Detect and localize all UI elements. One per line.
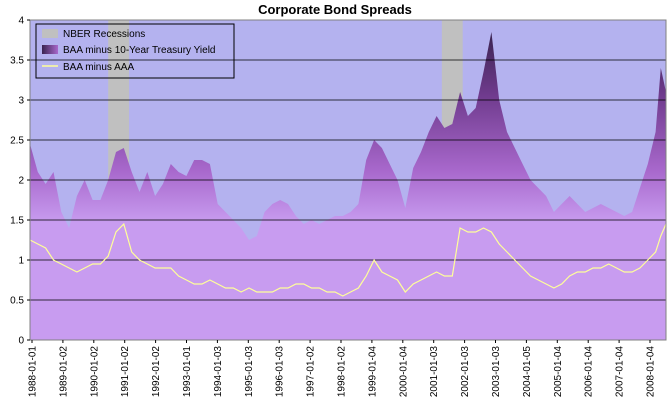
x-tick-label-5: 1993-01-01 xyxy=(182,346,193,398)
x-tick-label-14: 2002-01-03 xyxy=(460,346,471,398)
y-tick-label-1: 0.5 xyxy=(10,296,24,307)
legend-swatch-baa-treasury xyxy=(42,45,58,54)
baa-treasury-area-layer xyxy=(30,32,666,340)
x-tick-label-7: 1995-01-03 xyxy=(244,346,255,398)
gridlines xyxy=(30,59,666,301)
y-tick-label-2: 1 xyxy=(18,256,24,267)
x-tick-label-3: 1991-01-02 xyxy=(120,346,131,398)
x-tick-label-0: 1988-01-01 xyxy=(28,346,39,398)
legend-label-baa-treasury: BAA minus 10-Year Treasury Yield xyxy=(63,45,216,56)
y-tick-label-4: 2 xyxy=(18,176,24,187)
x-tick-label-16: 2004-01-05 xyxy=(522,346,533,398)
legend-label-recession: NBER Recessions xyxy=(63,29,145,40)
y-tick-label-5: 2.5 xyxy=(10,136,24,147)
x-tick-label-13: 2001-01-03 xyxy=(429,346,440,398)
legend-swatch-recession xyxy=(42,29,58,38)
y-tick-label-0: 0 xyxy=(18,336,24,347)
y-tick-label-6: 3 xyxy=(18,96,24,107)
x-tick-label-19: 2007-01-04 xyxy=(615,346,626,398)
x-tick-label-2: 1990-01-02 xyxy=(89,346,100,398)
x-tick-label-8: 1996-01-03 xyxy=(275,346,286,398)
x-tick-label-9: 1997-01-02 xyxy=(306,346,317,398)
legend: NBER Recessions BAA minus 10-Year Treasu… xyxy=(35,23,235,79)
y-tick-label-8: 4 xyxy=(18,16,24,27)
x-tick-label-20: 2008-01-04 xyxy=(646,346,657,398)
x-tick-label-4: 1992-01-02 xyxy=(151,346,162,398)
y-axis: 0 0.5 1 1.5 2 2.5 3 3.5 4 xyxy=(10,16,30,347)
x-tick-label-1: 1989-01-02 xyxy=(58,346,69,398)
baa-treasury-area xyxy=(30,32,666,340)
x-tick-label-11: 1999-01-04 xyxy=(367,346,378,398)
x-axis: 1988-01-01 1989-01-02 1990-01-02 1991-01-02… xyxy=(28,340,657,397)
x-tick-label-10: 1998-01-02 xyxy=(337,346,348,398)
chart-title: Corporate Bond Spreads xyxy=(258,2,412,17)
y-tick-label-3: 1.5 xyxy=(10,216,24,227)
x-tick-label-12: 2000-01-04 xyxy=(398,346,409,398)
x-tick-label-15: 2003-01-03 xyxy=(491,346,502,398)
x-tick-label-6: 1994-01-03 xyxy=(213,346,224,398)
x-tick-label-17: 2005-01-04 xyxy=(553,346,564,398)
y-tick-label-7: 3.5 xyxy=(10,56,24,67)
baa-aaa-line-layer xyxy=(30,222,666,297)
legend-label-baa-aaa: BAA minus AAA xyxy=(63,62,134,73)
legend-box xyxy=(35,23,235,79)
baa-aaa-line xyxy=(30,222,666,297)
x-tick-label-18: 2006-01-04 xyxy=(584,346,595,398)
